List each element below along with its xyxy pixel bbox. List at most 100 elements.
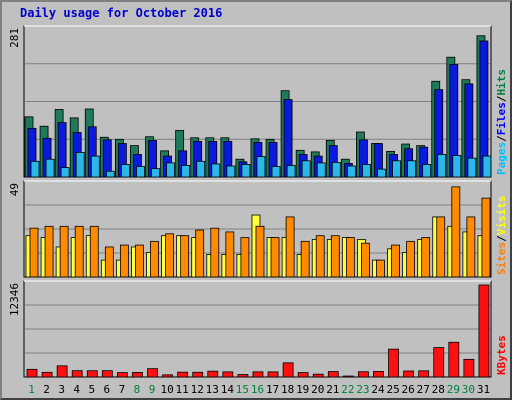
x-tick-label-day-4: 4 [73, 383, 80, 396]
x-tick-label-day-27: 27 [417, 383, 430, 396]
bar-pages-day-20 [316, 162, 326, 178]
x-tick-label-day-24: 24 [371, 383, 385, 396]
x-tick-label-day-16: 16 [251, 383, 264, 396]
bar-kbytes-day-17 [267, 371, 279, 378]
bar-sites-day-14 [225, 231, 235, 278]
bar-pages-day-18 [286, 165, 296, 178]
bar-kbytes-day-24 [373, 371, 384, 378]
x-tick-label-day-14: 14 [221, 383, 235, 396]
legend-separator: / [495, 135, 508, 142]
bar-pages-day-28 [437, 154, 447, 178]
bar-sites-day-21 [330, 235, 340, 278]
x-tick-label-day-18: 18 [281, 383, 294, 396]
x-tick-label-day-11: 11 [176, 383, 189, 396]
bar-kbytes-day-28 [433, 347, 445, 378]
bar-sites-day-27 [421, 237, 431, 278]
hits-files-pages-legend: Pages/Files/Hits [495, 69, 508, 175]
bar-sites-day-3 [59, 225, 69, 278]
x-tick-label-day-29: 29 [447, 383, 460, 396]
x-tick-label-day-25: 25 [386, 383, 399, 396]
x-tick-label-day-3: 3 [58, 383, 65, 396]
bar-sites-day-10 [165, 233, 174, 278]
bar-kbytes-day-5 [86, 370, 98, 378]
bar-kbytes-day-19 [297, 372, 309, 378]
bar-kbytes-day-26 [403, 370, 415, 378]
bar-pages-day-30 [467, 157, 477, 178]
bar-pages-day-16 [256, 156, 266, 178]
bar-kbytes-day-23 [358, 371, 369, 378]
legend-entry-files: Files [495, 102, 508, 135]
bar-kbytes-day-27 [418, 370, 430, 378]
bar-sites-day-4 [74, 225, 84, 278]
x-tick-label-day-15: 15 [236, 383, 249, 396]
bar-pages-day-17 [271, 166, 281, 178]
bar-kbytes-day-1 [26, 368, 38, 378]
bar-kbytes-day-3 [56, 365, 68, 378]
bar-kbytes-day-9 [147, 368, 158, 378]
bar-pages-day-23 [362, 164, 371, 178]
bar-pages-day-1 [30, 160, 40, 178]
bar-pages-day-13 [211, 163, 221, 178]
bar-sites-day-31 [481, 197, 491, 278]
x-tick-label-day-23: 23 [356, 383, 369, 396]
legend-separator: / [495, 95, 508, 102]
bar-kbytes-day-29 [448, 341, 460, 378]
bar-kbytes-day-30 [463, 358, 475, 378]
x-tick-label-day-6: 6 [104, 383, 111, 396]
bar-pages-day-8 [136, 166, 145, 178]
legend-entry-pages: Pages [495, 142, 508, 175]
bar-sites-day-9 [150, 240, 159, 278]
bar-kbytes-day-13 [207, 370, 219, 378]
bar-kbytes-day-15 [237, 374, 249, 378]
legend-entry-kbytes: KBytes [495, 335, 508, 375]
x-tick-label-day-10: 10 [160, 383, 173, 396]
bar-kbytes-day-4 [71, 370, 83, 378]
bar-sites-day-22 [345, 237, 355, 278]
bar-sites-day-24 [376, 259, 385, 278]
bar-sites-day-8 [135, 244, 144, 278]
bar-sites-day-16 [255, 225, 265, 278]
bar-sites-day-13 [210, 227, 220, 278]
bar-kbytes-day-18 [282, 362, 294, 378]
bar-kbytes-day-21 [327, 371, 339, 378]
bar-sites-day-29 [451, 186, 461, 278]
x-tick-label-day-9: 9 [149, 383, 156, 396]
bar-kbytes-day-2 [41, 371, 53, 378]
hits-files-pages-ymax-label: 281 [8, 28, 21, 48]
x-tick-label-day-19: 19 [296, 383, 309, 396]
bar-pages-day-31 [482, 155, 492, 178]
bar-kbytes-day-25 [388, 348, 399, 378]
x-tick-label-day-12: 12 [191, 383, 204, 396]
bar-pages-day-29 [452, 155, 462, 178]
bar-sites-day-30 [466, 216, 476, 278]
bar-sites-day-12 [195, 229, 205, 278]
bar-kbytes-day-10 [162, 374, 173, 378]
x-tick-label-day-13: 13 [206, 383, 219, 396]
bar-kbytes-day-6 [101, 370, 113, 378]
x-tick-label-day-22: 22 [341, 383, 354, 396]
bar-kbytes-day-31 [478, 284, 490, 378]
bar-sites-day-23 [361, 242, 370, 278]
chart-title: Daily usage for October 2016 [20, 6, 223, 20]
bar-sites-day-7 [119, 244, 129, 278]
x-tick-label-day-7: 7 [119, 383, 126, 396]
bar-kbytes-day-16 [252, 371, 264, 378]
bar-sites-day-1 [29, 227, 39, 278]
x-tick-label-day-20: 20 [311, 383, 324, 396]
bar-pages-day-4 [75, 152, 85, 178]
visits-sites-ymax-label: 49 [8, 183, 21, 196]
x-tick-label-day-8: 8 [134, 383, 141, 396]
legend-separator: / [495, 235, 508, 242]
bar-pages-day-6 [105, 170, 115, 178]
bar-pages-day-21 [331, 161, 341, 178]
bar-pages-day-10 [166, 162, 175, 178]
bar-sites-day-2 [44, 225, 54, 278]
kbytes-ymax-label: 12346 [8, 283, 21, 316]
x-tick-label-day-31: 31 [477, 383, 490, 396]
bar-pages-day-9 [151, 168, 160, 178]
bar-sites-day-15 [240, 237, 250, 278]
bar-pages-day-3 [60, 167, 70, 178]
bar-kbytes-day-8 [132, 372, 143, 378]
